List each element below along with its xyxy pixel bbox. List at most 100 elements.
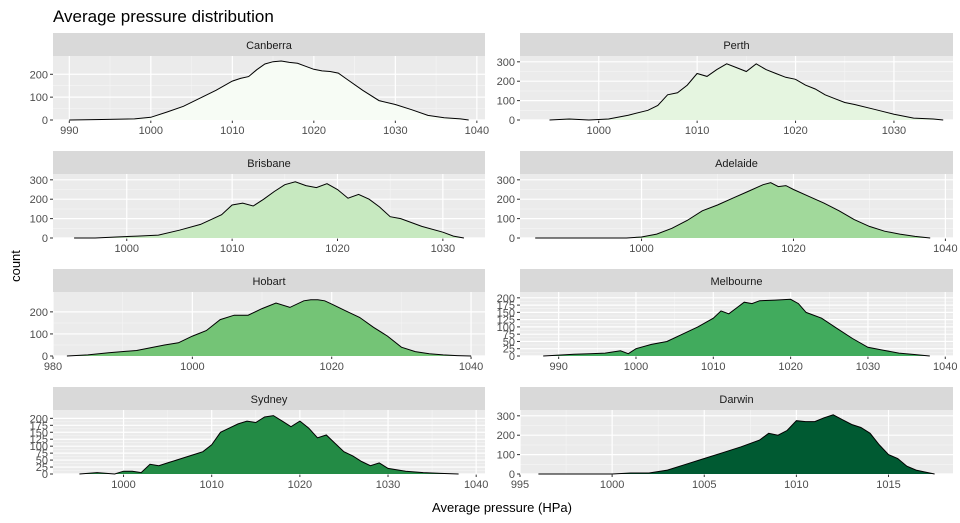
area-perth [549,63,944,120]
y-axis-title: count [8,250,23,282]
y-tick-label: 200 [497,293,515,305]
x-tick-label: 1040 [464,479,488,491]
y-tick-label: 25 [36,462,48,474]
facet-strip-perth [520,33,953,56]
x-tick-label: 1010 [701,361,725,373]
facet-brisbane: Brisbane 1000 1010 1020 1030 0 100 200 300 [30,151,485,255]
y-tick-label: 100 [497,450,515,462]
facet-label-canberra: Canberra [246,40,293,52]
facet-strip-canberra [53,33,485,56]
y-tick-label: 0 [42,351,48,363]
facet-strip-melbourne [520,269,953,292]
y-tick-label: 175 [497,300,515,312]
x-tick-label: 1020 [325,243,349,255]
x-tick-label: 1000 [139,125,163,137]
y-tick-label: 125 [30,434,48,446]
facet-label-perth: Perth [723,40,749,52]
area-darwin [538,414,935,474]
x-tick-label: 1020 [319,361,343,373]
x-tick-label: 1040 [459,361,483,373]
area-adelaide [535,182,931,238]
y-tick-label: 200 [30,413,48,425]
facet-label-hobart: Hobart [252,276,285,288]
area-sydney [79,415,459,474]
x-axis-title: Average pressure (HPa) [432,500,572,515]
facet-strip-hobart [53,269,485,292]
x-tick-label: 995 [511,479,529,491]
series-line-hobart [66,299,472,357]
y-tick-label: 150 [497,307,515,319]
x-tick-label: 990 [549,361,567,373]
area-canberra [69,61,469,120]
x-tick-label: 1020 [783,125,807,137]
y-tick-label: 200 [30,69,48,81]
y-tick-label: 125 [497,315,515,327]
y-tick-label: 0 [509,469,515,481]
facet-label-darwin: Darwin [719,394,753,406]
y-tick-label: 75 [503,329,515,341]
x-tick-label: 1020 [778,361,802,373]
y-tick-label: 50 [503,336,515,348]
y-tick-label: 0 [509,233,515,245]
x-tick-label: 1005 [692,479,716,491]
chart-title: Average pressure distribution [53,7,274,26]
x-tick-label: 1000 [586,125,610,137]
area-hobart [66,299,472,356]
y-tick-label: 50 [36,455,48,467]
series-line-adelaide [535,182,931,239]
x-tick-label: 1010 [685,125,709,137]
y-tick-label: 300 [497,57,515,69]
series-line-perth [549,63,944,121]
x-tick-label: 1020 [288,479,312,491]
x-tick-label: 1015 [876,479,900,491]
x-tick-label: 1000 [624,361,648,373]
facet-strip-brisbane [53,151,485,174]
x-tick-label: 1020 [781,243,805,255]
facet-label-sydney: Sydney [251,394,288,406]
x-tick-label: 980 [44,361,62,373]
series-line-melbourne [543,298,930,357]
x-tick-label: 1030 [376,479,400,491]
facet-strip-darwin [520,387,953,410]
facet-label-melbourne: Melbourne [711,276,763,288]
x-tick-label: 1010 [199,479,223,491]
x-tick-label: 1040 [933,243,957,255]
series-line-darwin [538,414,935,475]
y-tick-label: 100 [497,96,515,108]
y-tick-label: 100 [30,329,48,341]
y-tick-label: 200 [30,194,48,206]
series-line-brisbane [74,181,464,239]
y-tick-label: 100 [30,214,48,226]
y-tick-label: 200 [30,307,48,319]
facet-darwin: Darwin 995 1000 1005 1010 1015 0 100 200 300 [497,387,953,491]
facet-label-brisbane: Brisbane [247,158,290,170]
facet-canberra: Canberra 990 1000 1010 1020 1030 1040 0 100 200 [30,33,489,137]
x-tick-label: 1030 [431,243,455,255]
x-tick-label: 1030 [856,361,880,373]
y-tick-label: 100 [497,322,515,334]
y-tick-label: 0 [42,233,48,245]
y-tick-label: 0 [509,351,515,363]
y-tick-label: 0 [42,469,48,481]
series-line-canberra [69,60,469,121]
y-tick-label: 300 [497,175,515,187]
facet-strip-sydney [53,387,485,410]
x-tick-label: 1020 [302,125,326,137]
x-tick-label: 1000 [111,479,135,491]
x-tick-label: 1010 [784,479,808,491]
x-tick-label: 1040 [933,361,957,373]
y-tick-label: 300 [497,411,515,423]
x-tick-label: 1010 [220,125,244,137]
y-tick-label: 75 [36,448,48,460]
area-brisbane [74,181,464,238]
facet-label-adelaide: Adelaide [715,158,758,170]
y-tick-label: 300 [30,175,48,187]
y-tick-label: 200 [497,194,515,206]
facet-strip-adelaide [520,151,953,174]
x-tick-label: 1030 [882,125,906,137]
x-tick-label: 1040 [465,125,489,137]
x-tick-label: 1000 [629,243,653,255]
x-tick-label: 1010 [220,243,244,255]
